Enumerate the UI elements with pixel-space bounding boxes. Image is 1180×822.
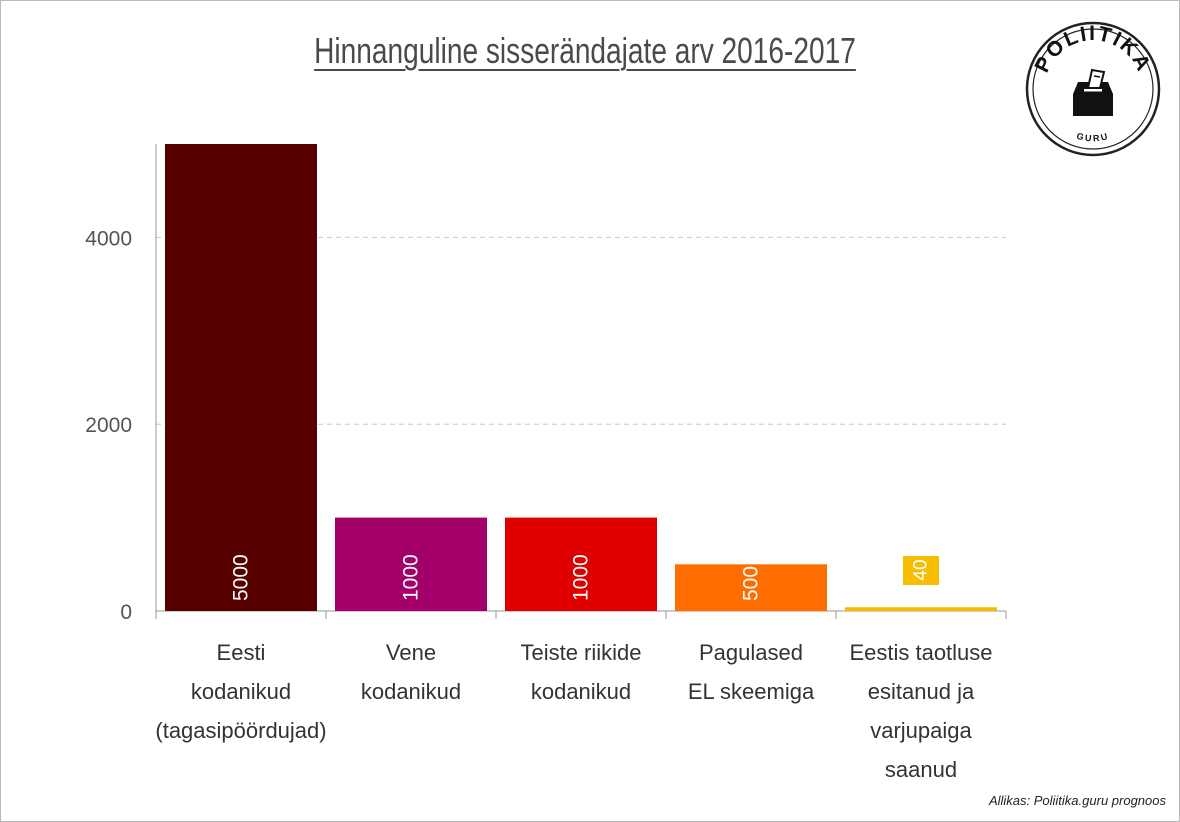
- data-label: 1000: [400, 554, 423, 601]
- chart-title-text: Hinnanguline sisserändajate arv 2016-201…: [314, 30, 856, 71]
- x-category-label: Pagulased: [699, 640, 803, 665]
- x-category-label: EL skeemiga: [688, 679, 815, 704]
- y-tick-label: 2000: [85, 414, 132, 437]
- y-tick-label: 4000: [85, 227, 132, 250]
- bar: [505, 517, 657, 611]
- x-category-label: Eestis taotluse: [849, 640, 992, 665]
- x-category-label: Eesti: [217, 640, 266, 665]
- bar: [165, 144, 317, 611]
- bar: [675, 564, 827, 611]
- data-label: 1000: [570, 554, 593, 601]
- x-category-label: varjupaiga: [870, 718, 972, 743]
- x-category-label: kodanikud: [191, 679, 291, 704]
- logo-text-bottom: GURU: [1075, 131, 1110, 144]
- data-label: 40: [911, 559, 932, 580]
- source-note: Allikas: Poliitika.guru prognoos: [988, 793, 1166, 808]
- x-category-label: (tagasipöördujad): [155, 718, 326, 743]
- x-category-label: saanud: [885, 757, 957, 782]
- chart-title: Hinnanguline sisserändajate arv 2016-201…: [129, 30, 1042, 72]
- data-label: 5000: [230, 554, 253, 601]
- x-category-label: esitanud ja: [868, 679, 975, 704]
- y-tick-label: 0: [120, 601, 132, 624]
- x-category-label: kodanikud: [361, 679, 461, 704]
- bar: [845, 607, 997, 611]
- x-category-label: Teiste riikide: [520, 640, 641, 665]
- bar: [335, 517, 487, 611]
- ballot-box-icon: [1073, 68, 1113, 116]
- data-label: 500: [740, 566, 763, 601]
- x-category-label: kodanikud: [531, 679, 631, 704]
- data-label-box: [903, 556, 939, 585]
- x-category-label: Vene: [386, 640, 436, 665]
- politiika-guru-logo: POLIITIKA GURU: [1025, 21, 1161, 157]
